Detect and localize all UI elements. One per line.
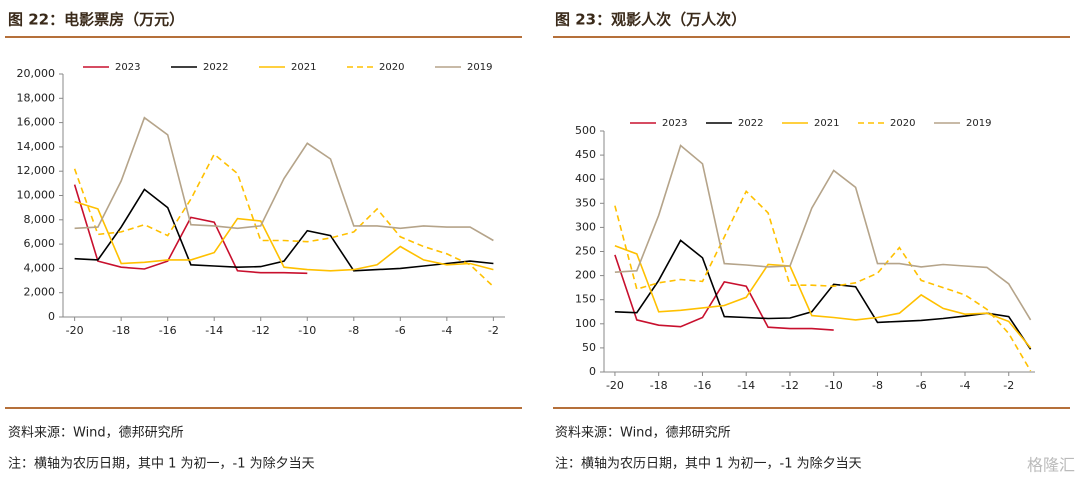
- legend-label: 2020: [890, 118, 915, 129]
- x-tick-label: -2: [488, 324, 499, 337]
- legend-label: 2019: [467, 62, 492, 73]
- y-tick-label: 400: [575, 172, 596, 185]
- legend-label: 2021: [814, 118, 839, 129]
- y-tick-label: 2,000: [24, 286, 56, 299]
- y-tick-label: 18,000: [17, 91, 56, 104]
- legend-label: 2023: [115, 62, 140, 73]
- x-tick-label: -16: [693, 379, 711, 392]
- source: 资料来源：Wind，德邦研究所: [555, 426, 731, 441]
- series-line: [74, 188, 494, 272]
- y-tick-label: 4,000: [24, 261, 56, 274]
- y-tick-label: 8,000: [24, 213, 56, 226]
- legend-label: 2023: [662, 118, 687, 129]
- legend-label: 2020: [379, 62, 404, 73]
- series-line: [74, 116, 494, 242]
- legend-label: 2022: [738, 118, 763, 129]
- y-tick-label: 6,000: [24, 237, 56, 250]
- series-line: [73, 184, 308, 275]
- series-line: [74, 200, 494, 272]
- series-line: [614, 144, 1032, 321]
- watermark: 格隆汇: [1027, 456, 1075, 475]
- x-tick-label: -10: [825, 379, 843, 392]
- series-line: [614, 239, 1032, 350]
- note: 注：横轴为农历日期，其中 1 为初一，-1 为除夕当天: [555, 457, 862, 472]
- legend-label: 2021: [291, 62, 316, 73]
- y-tick-label: 300: [575, 220, 596, 233]
- y-tick-label: 150: [575, 293, 596, 306]
- y-tick-label: 0: [48, 310, 55, 323]
- y-tick-label: 100: [575, 317, 596, 330]
- x-tick-label: -18: [650, 379, 668, 392]
- x-tick-label: -20: [66, 324, 84, 337]
- series-line: [614, 244, 1032, 349]
- x-tick-label: -16: [159, 324, 177, 337]
- x-tick-label: -12: [781, 379, 799, 392]
- x-tick-label: -14: [205, 324, 223, 337]
- series-line: [73, 152, 494, 288]
- x-tick-label: -14: [737, 379, 755, 392]
- x-tick-label: -8: [348, 324, 359, 337]
- x-tick-label: -4: [960, 379, 971, 392]
- x-tick-label: -20: [606, 379, 624, 392]
- y-tick-label: 0: [589, 365, 596, 378]
- legend-label: 2022: [203, 62, 228, 73]
- y-tick-label: 14,000: [17, 140, 56, 153]
- source: 资料来源：Wind，德邦研究所: [8, 426, 184, 441]
- y-tick-label: 20,000: [17, 67, 56, 80]
- x-tick-label: -18: [112, 324, 130, 337]
- y-tick-label: 350: [575, 196, 596, 209]
- x-tick-label: -10: [298, 324, 316, 337]
- x-tick-label: -8: [872, 379, 883, 392]
- series-line: [614, 254, 834, 331]
- series-line: [614, 189, 1032, 372]
- y-tick-label: 50: [582, 341, 596, 354]
- y-tick-label: 12,000: [17, 164, 56, 177]
- x-tick-label: -6: [395, 324, 406, 337]
- x-tick-label: -2: [1003, 379, 1014, 392]
- chart-title: 图 23：观影人次（万人次）: [555, 11, 746, 29]
- legend-label: 2019: [966, 118, 991, 129]
- chart-title: 图 22：电影票房（万元）: [8, 11, 184, 29]
- y-tick-label: 16,000: [17, 116, 56, 129]
- y-tick-label: 250: [575, 245, 596, 258]
- y-tick-label: 10,000: [17, 189, 56, 202]
- y-tick-label: 200: [575, 269, 596, 282]
- x-tick-label: -4: [441, 324, 452, 337]
- x-tick-label: -12: [252, 324, 270, 337]
- y-tick-label: 500: [575, 124, 596, 137]
- y-tick-label: 450: [575, 148, 596, 161]
- x-tick-label: -6: [916, 379, 927, 392]
- note: 注：横轴为农历日期，其中 1 为初一，-1 为除夕当天: [8, 457, 315, 472]
